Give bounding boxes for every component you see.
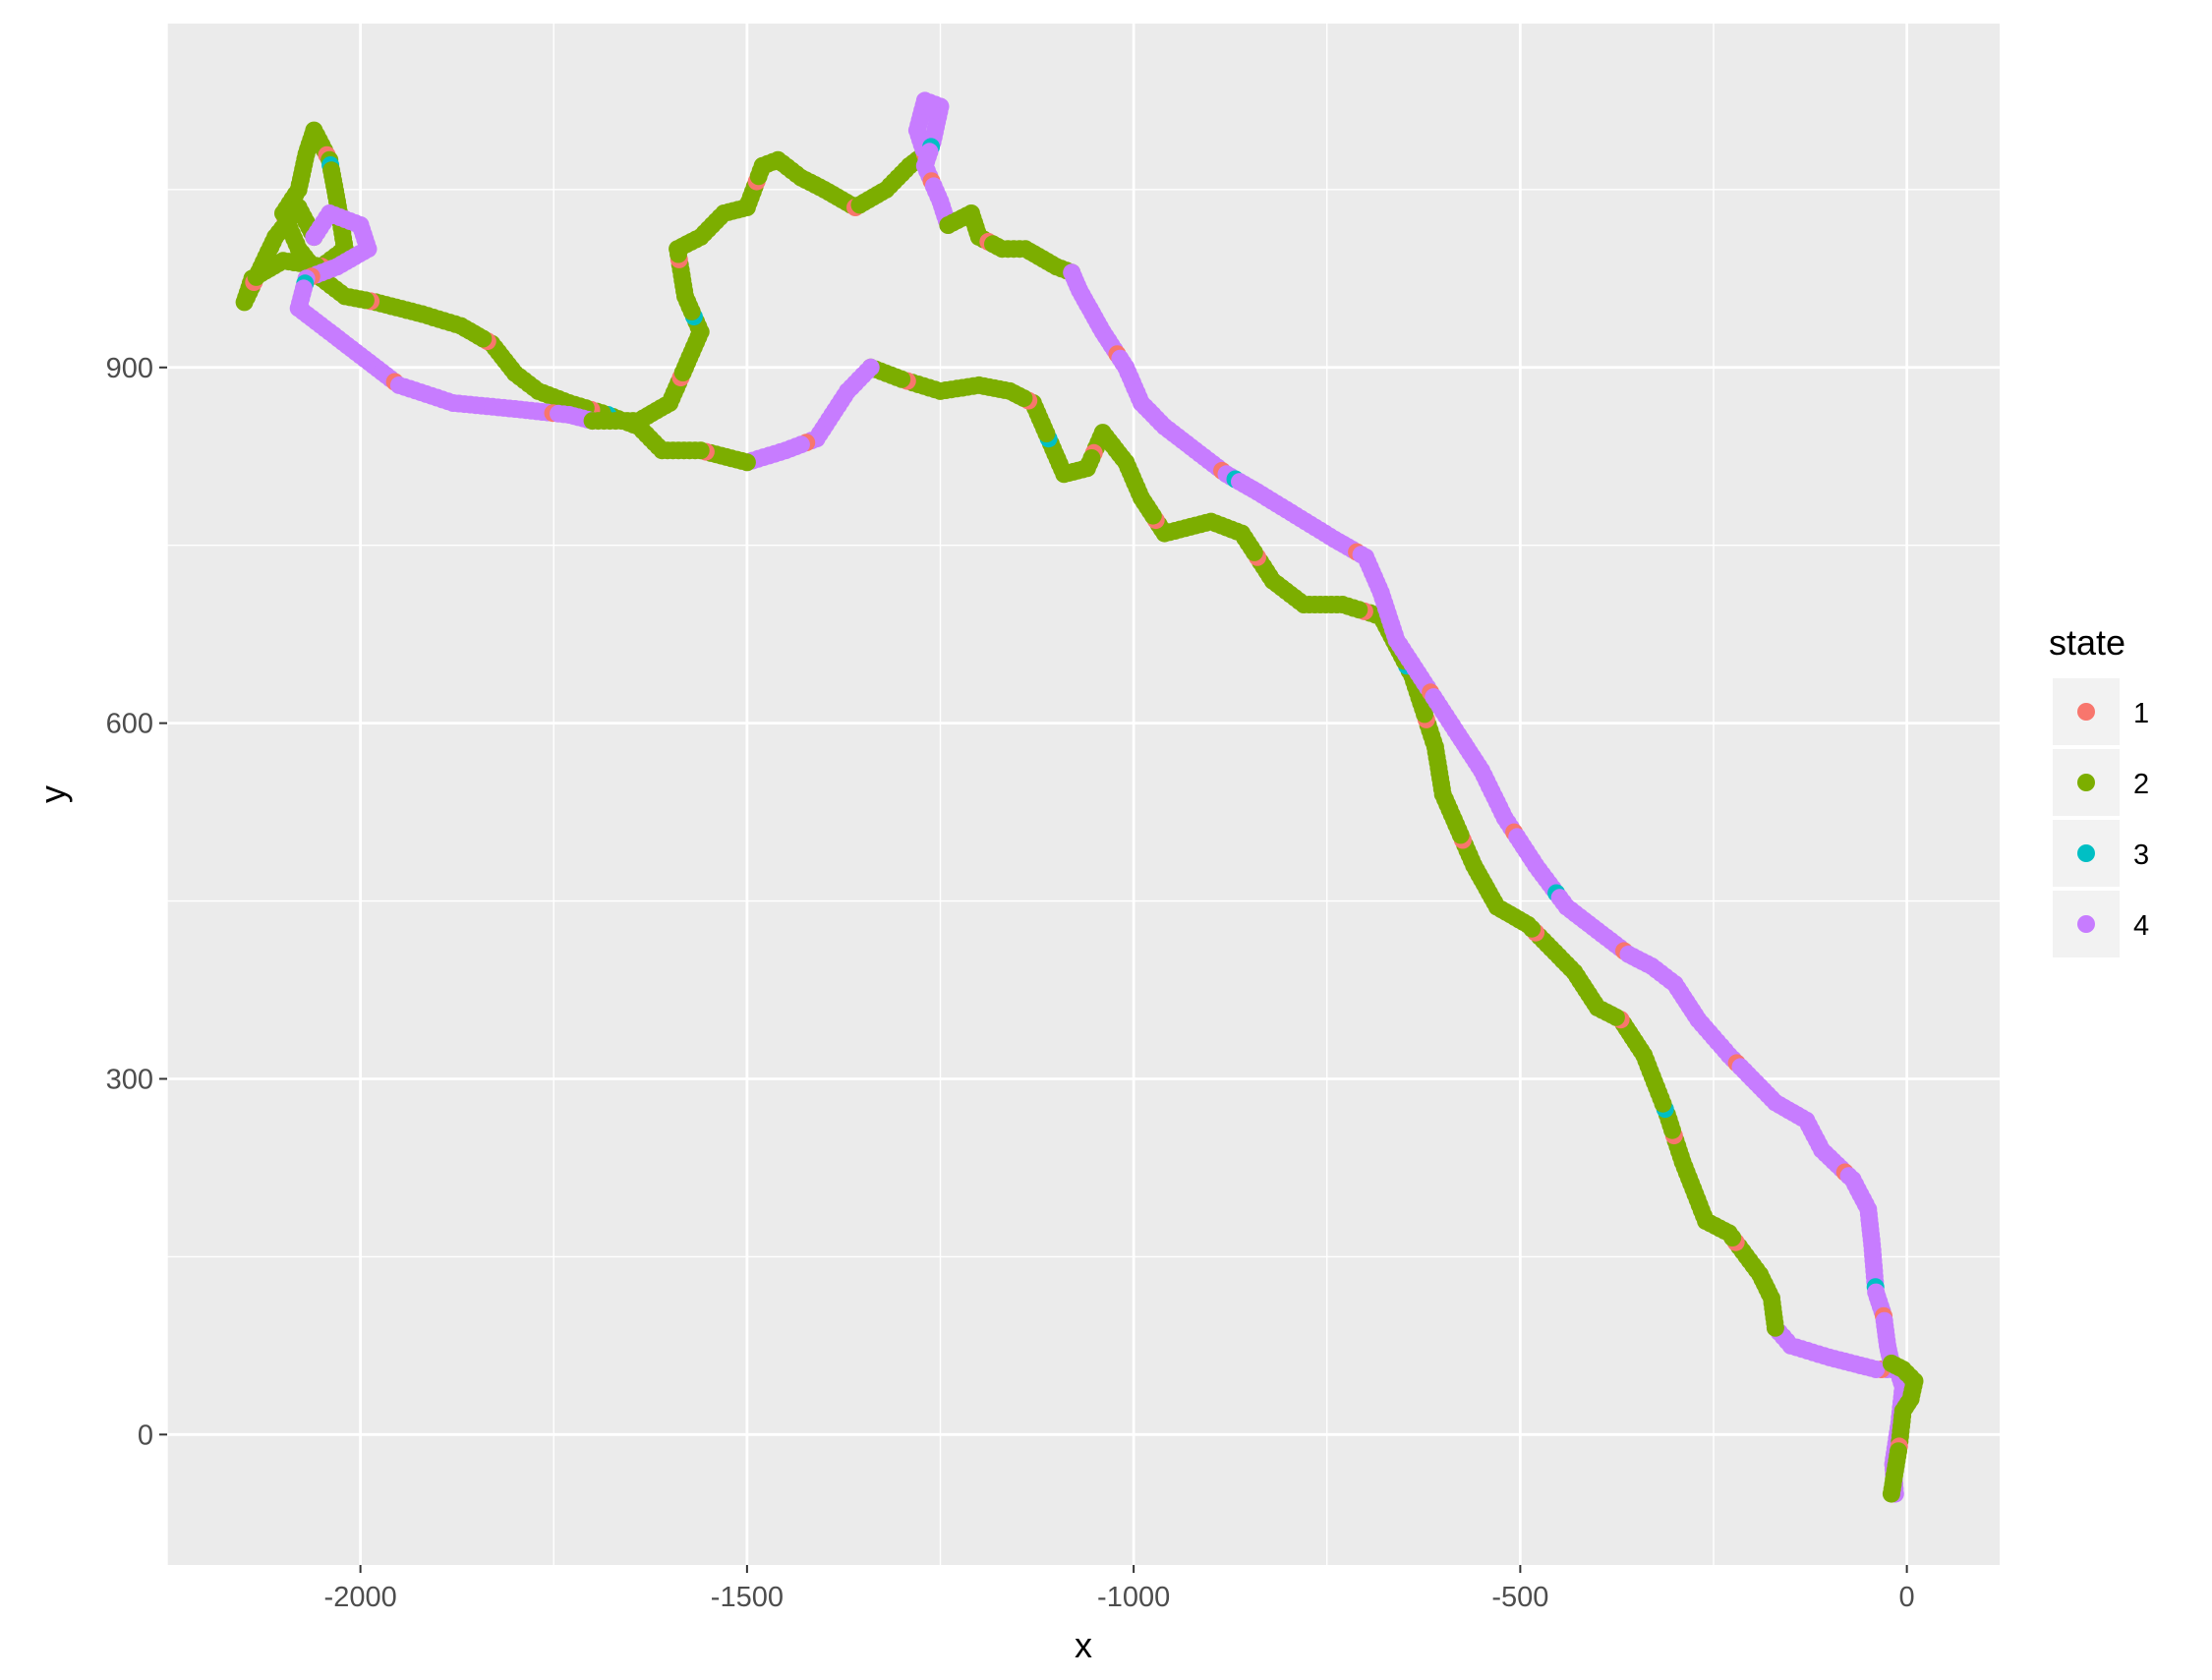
grid-minor bbox=[166, 24, 2000, 1565]
legend-label: 3 bbox=[2133, 840, 2149, 871]
grid-major bbox=[167, 24, 2000, 1565]
legend-swatch bbox=[2077, 915, 2095, 933]
data-layer bbox=[235, 91, 1924, 1503]
data-point bbox=[1882, 1484, 1900, 1503]
axis-tick-labels: -2000 -1500 -1000 -500 0 0 300 600 900 bbox=[106, 353, 1915, 1613]
legend-label: 4 bbox=[2133, 910, 2149, 942]
x-tick-label: -1000 bbox=[1097, 1582, 1170, 1613]
y-axis-title: y bbox=[32, 785, 73, 803]
y-tick-label: 0 bbox=[138, 1419, 153, 1451]
y-tick-label: 600 bbox=[106, 709, 153, 740]
plot-panel bbox=[167, 24, 2000, 1565]
legend-swatch bbox=[2077, 703, 2095, 721]
legend-swatch bbox=[2077, 774, 2095, 791]
legend-label: 1 bbox=[2133, 698, 2149, 729]
x-tick-label: 0 bbox=[1899, 1582, 1915, 1613]
y-tick-label: 300 bbox=[106, 1064, 153, 1095]
legend-title: state bbox=[2049, 622, 2125, 663]
y-tick-label: 900 bbox=[106, 353, 153, 384]
x-tick-label: -500 bbox=[1491, 1582, 1548, 1613]
x-tick-label: -2000 bbox=[324, 1582, 397, 1613]
legend-label: 2 bbox=[2133, 769, 2149, 800]
legend: 1 2 3 4 bbox=[2053, 678, 2149, 957]
x-tick-label: -1500 bbox=[711, 1582, 784, 1613]
x-axis-title: x bbox=[1075, 1625, 1092, 1665]
legend-swatch bbox=[2077, 844, 2095, 862]
axis-ticks bbox=[159, 366, 1908, 1573]
